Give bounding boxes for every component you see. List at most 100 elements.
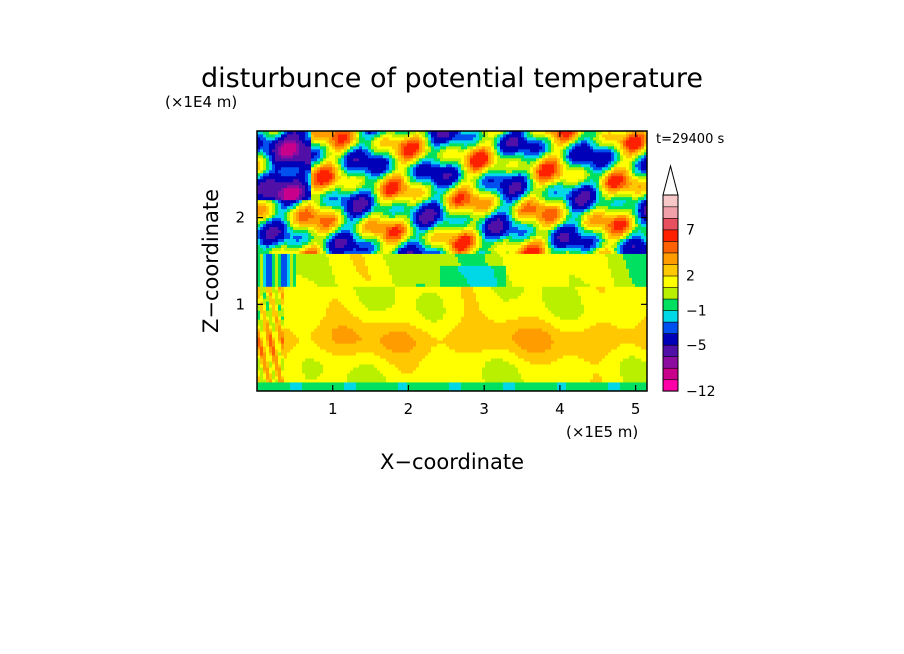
contour-cell — [317, 289, 321, 293]
contour-cell — [314, 301, 318, 305]
contour-cell — [413, 346, 417, 350]
contour-cell — [599, 349, 603, 353]
contour-cell — [302, 355, 306, 359]
contour-cell — [428, 277, 432, 281]
contour-cell — [287, 328, 291, 332]
contour-cell — [548, 349, 552, 353]
contour-cell — [344, 388, 348, 391]
contour-cell — [293, 343, 297, 347]
contour-cell — [515, 346, 519, 350]
contour-cell — [455, 322, 459, 326]
contour-cell — [488, 352, 492, 356]
contour-cell — [638, 307, 642, 311]
contour-cell — [626, 325, 630, 329]
contour-cell — [584, 370, 588, 374]
contour-cell — [551, 385, 555, 389]
contour-cell — [509, 340, 513, 344]
contour-cell — [377, 274, 381, 278]
contour-cell — [398, 331, 402, 335]
contour-cell — [443, 388, 447, 391]
contour-cell — [266, 352, 270, 356]
contour-cell — [605, 382, 609, 386]
contour-cell — [374, 274, 378, 278]
contour-cell — [461, 337, 465, 341]
contour-cell — [497, 286, 501, 290]
contour-cell — [260, 328, 264, 332]
contour-cell — [275, 310, 279, 314]
contour-cell — [380, 298, 384, 302]
contour-cell — [482, 307, 486, 311]
contour-cell — [395, 274, 399, 278]
contour-cell — [266, 358, 270, 362]
contour-cell — [611, 379, 615, 383]
contour-cell — [266, 277, 270, 281]
contour-cell — [536, 289, 540, 293]
contour-cell — [644, 277, 647, 281]
contour-cell — [614, 385, 618, 389]
contour-cell — [362, 364, 366, 368]
contour-cell — [296, 289, 300, 293]
contour-cell — [368, 307, 372, 311]
contour-cell — [335, 280, 339, 284]
contour-cell — [440, 334, 444, 338]
contour-cell — [500, 307, 504, 311]
contour-cell — [272, 388, 276, 391]
contour-cell — [527, 280, 531, 284]
contour-cell — [359, 334, 363, 338]
contour-cell — [386, 274, 390, 278]
contour-cell — [311, 304, 315, 308]
contour-cell — [542, 325, 546, 329]
contour-cell — [497, 325, 501, 329]
contour-cell — [470, 373, 474, 377]
contour-cell — [503, 286, 507, 290]
contour-cell — [431, 364, 435, 368]
contour-cell — [392, 319, 396, 323]
contour-cell — [572, 328, 576, 332]
contour-cell — [506, 331, 510, 335]
contour-cell — [494, 310, 498, 314]
contour-cell — [572, 334, 576, 338]
contour-cell — [482, 343, 486, 347]
contour-cell — [317, 313, 321, 317]
contour-cell — [626, 340, 630, 344]
contour-cell — [377, 283, 381, 287]
contour-cell — [278, 334, 282, 338]
contour-cell — [479, 388, 483, 391]
contour-cell — [356, 379, 360, 383]
contour-cell — [551, 283, 555, 287]
contour-cell — [347, 313, 351, 317]
contour-cell — [545, 385, 549, 389]
contour-cell — [338, 382, 342, 386]
contour-cell — [386, 343, 390, 347]
contour-cell — [287, 382, 291, 386]
contour-cell — [281, 379, 285, 383]
contour-cell — [320, 328, 324, 332]
contour-cell — [398, 283, 402, 287]
contour-cell — [512, 355, 516, 359]
contour-cell — [458, 295, 462, 299]
contour-cell — [434, 364, 438, 368]
contour-cell — [419, 385, 423, 389]
contour-cell — [584, 295, 588, 299]
contour-cell — [353, 358, 357, 362]
contour-cell — [458, 313, 462, 317]
contour-cell — [332, 370, 336, 374]
contour-cell — [572, 343, 576, 347]
contour-cell — [524, 352, 528, 356]
contour-cell — [374, 316, 378, 320]
contour-cell — [497, 307, 501, 311]
contour-cell — [401, 343, 405, 347]
contour-cell — [407, 298, 411, 302]
contour-cell — [482, 289, 486, 293]
contour-cell — [548, 304, 552, 308]
contour-cell — [518, 385, 522, 389]
contour-cell — [407, 274, 411, 278]
contour-cell — [632, 283, 636, 287]
contour-cell — [596, 295, 600, 299]
contour-cell — [326, 295, 330, 299]
contour-cell — [383, 286, 387, 290]
contour-cell — [518, 388, 522, 391]
contour-cell — [323, 367, 327, 371]
contour-cell — [416, 289, 420, 293]
contour-cell — [506, 361, 510, 365]
